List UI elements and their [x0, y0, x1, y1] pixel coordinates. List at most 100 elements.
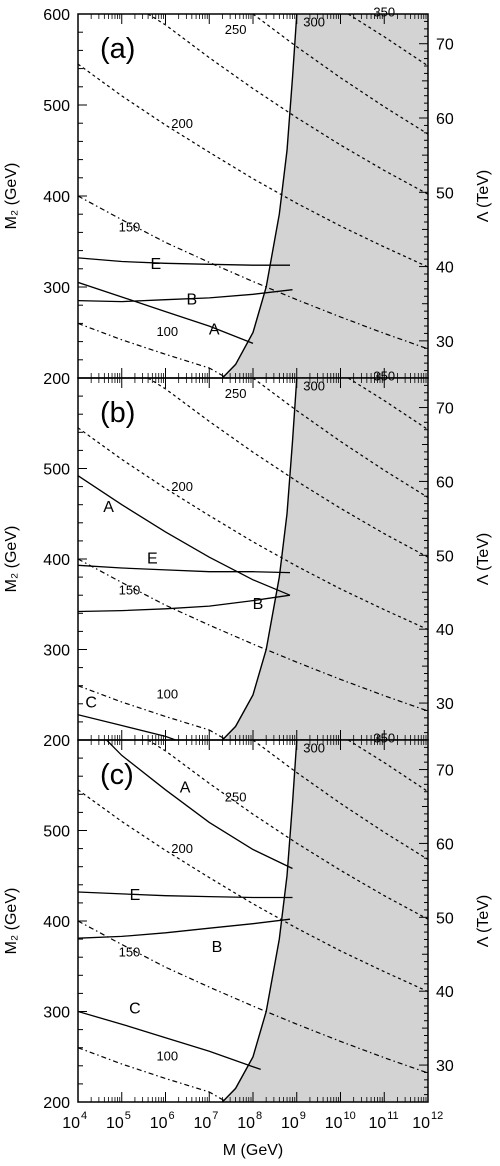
curve-E [78, 257, 290, 266]
curve-label: B [187, 291, 198, 308]
x-tick-label: 10 [193, 1115, 211, 1132]
curve-label: E [150, 256, 161, 273]
y-tick-label: 500 [43, 462, 70, 479]
y2-tick-label: 60 [436, 474, 454, 491]
excluded-region-boundary [221, 740, 298, 1102]
contour-label: 200 [171, 841, 193, 856]
y-tick-label: 300 [43, 1005, 70, 1022]
contour-label: 300 [303, 15, 325, 30]
contour-label: 150 [119, 219, 141, 234]
y-tick-label: 200 [43, 371, 70, 388]
curve-C [78, 714, 176, 740]
contour-150 [78, 195, 428, 350]
curve-label: E [130, 887, 141, 904]
y-axis-label: M₂ (GeV) [3, 526, 20, 593]
y-axis-label: M₂ (GeV) [3, 888, 20, 955]
excluded-region [222, 378, 428, 740]
x-axis-label: M (GeV) [223, 1142, 283, 1159]
y-tick-label: 400 [43, 552, 70, 569]
curve-label: B [212, 939, 223, 956]
y-tick-label: 500 [43, 824, 70, 841]
curve-A [78, 281, 254, 345]
y-tick-label: 500 [43, 98, 70, 115]
x-tick-label: 10 [368, 1115, 386, 1132]
contour-label: 300 [303, 379, 325, 394]
y2-axis-label: Λ (TeV) [475, 895, 492, 947]
excluded-region-boundary [221, 378, 298, 740]
y2-tick-label: 50 [436, 910, 454, 927]
contour-label: 100 [156, 1048, 178, 1063]
excluded-region [222, 14, 428, 378]
x-tick-label: 10 [62, 1115, 80, 1132]
y-tick-label: 400 [43, 189, 70, 206]
y2-tick-label: 50 [436, 548, 454, 565]
y-tick-label: 600 [43, 7, 70, 24]
x-tick-exponent: 4 [81, 1110, 87, 1122]
y2-axis-label: Λ (TeV) [475, 533, 492, 585]
x-tick-exponent: 12 [431, 1110, 443, 1122]
curve-label: A [180, 779, 191, 796]
y-axis-label: M₂ (GeV) [3, 163, 20, 230]
y2-tick-label: 70 [436, 401, 454, 418]
curve-B [78, 594, 291, 613]
contour-100 [78, 322, 227, 378]
panel-plot-area [78, 14, 428, 378]
curve-E [78, 891, 293, 899]
y2-tick-label: 70 [436, 37, 454, 54]
contour-label: 200 [171, 479, 193, 494]
contour-300 [252, 740, 428, 861]
excluded-region-boundary [221, 14, 298, 378]
panel-label: (c) [100, 759, 134, 791]
contour-100 [78, 685, 227, 740]
y-tick-label: 300 [43, 280, 70, 297]
panel-3: 200 300 400 500 30 40 50 60 70 (c) 100 150 200 250 300… [3, 731, 492, 1159]
x-tick-label: 10 [106, 1115, 124, 1132]
x-tick-label: 10 [281, 1115, 299, 1132]
curve-A [78, 475, 291, 596]
y2-tick-label: 30 [436, 696, 454, 713]
contour-label: 200 [171, 116, 193, 131]
y-tick-label: 200 [43, 733, 70, 750]
curve-B [78, 289, 293, 303]
contour-label: 300 [303, 741, 325, 756]
contour-label: 350 [373, 731, 395, 746]
curve-label: A [209, 321, 220, 338]
y2-axis-label: Λ (TeV) [475, 170, 492, 222]
contour-100 [78, 1047, 227, 1102]
panel-label: (b) [100, 397, 135, 429]
contour-300 [252, 14, 428, 135]
contour-150 [78, 920, 428, 1074]
curve-C [78, 1010, 261, 1071]
x-tick-exponent: 11 [387, 1110, 398, 1122]
contour-label: 100 [156, 686, 178, 701]
contour-label: 150 [119, 582, 141, 597]
y-tick-label: 300 [43, 643, 70, 660]
contour-label: 350 [373, 5, 395, 20]
panel-2: 200 300 400 500 30 40 50 60 70 (b) 100 150 200 250 300… [3, 369, 492, 750]
panel-label: (a) [100, 33, 135, 65]
x-tick-exponent: 9 [300, 1110, 306, 1122]
y-tick-label: 200 [43, 1095, 70, 1112]
contour-label: 350 [373, 369, 395, 384]
excluded-region [222, 740, 428, 1102]
contour-label: 150 [119, 944, 141, 959]
curve-label: C [129, 1000, 141, 1017]
y2-tick-label: 40 [436, 260, 454, 277]
x-tick-exponent: 8 [256, 1110, 262, 1122]
y2-tick-label: 60 [436, 836, 454, 853]
x-tick-label: 10 [325, 1115, 343, 1132]
x-tick-exponent: 6 [169, 1110, 175, 1122]
x-tick-label: 10 [150, 1115, 168, 1132]
y2-tick-label: 50 [436, 185, 454, 202]
panel-plot-area [78, 378, 428, 740]
y2-tick-label: 70 [436, 763, 454, 780]
x-tick-exponent: 5 [125, 1110, 131, 1122]
contour-350 [347, 740, 428, 793]
contour-label: 250 [225, 790, 247, 805]
x-tick-exponent: 10 [344, 1110, 356, 1122]
contour-150 [78, 558, 428, 712]
y2-tick-label: 40 [436, 984, 454, 1001]
curve-label: E [147, 551, 158, 568]
